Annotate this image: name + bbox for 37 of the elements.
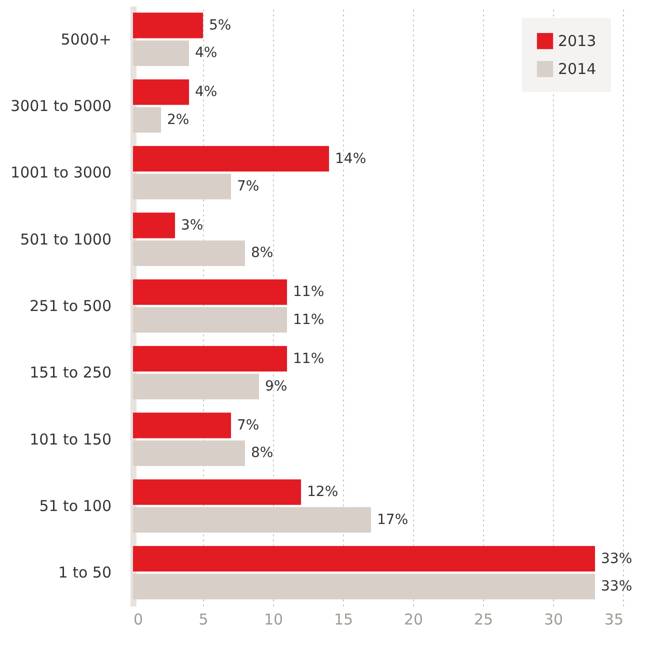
data-label: 14% xyxy=(335,150,366,167)
y-tick-label: 3001 to 5000 xyxy=(10,97,112,115)
legend-label: 2013 xyxy=(558,32,596,50)
legend-label: 2014 xyxy=(558,60,596,78)
y-tick-label: 501 to 1000 xyxy=(20,230,112,248)
y-tick-label: 251 to 500 xyxy=(30,297,112,315)
x-tick-label: 25 xyxy=(474,610,494,628)
data-label: 11% xyxy=(293,284,324,300)
y-tick-label: 1 to 50 xyxy=(58,564,112,582)
y-tick-label: 5000+ xyxy=(60,30,112,48)
x-tick-label: 0 xyxy=(134,610,144,628)
data-label: 5% xyxy=(209,17,232,34)
y-tick-label: 101 to 150 xyxy=(30,430,112,448)
data-label: 17% xyxy=(377,512,408,528)
data-label: 3% xyxy=(181,217,204,234)
data-label: 33% xyxy=(601,550,632,567)
data-label: 8% xyxy=(251,445,274,462)
x-tick-label: 10 xyxy=(264,610,284,628)
x-tick-label: 35 xyxy=(604,610,624,628)
data-label: 11% xyxy=(293,312,324,328)
data-label: 11% xyxy=(293,350,324,367)
data-label: 2% xyxy=(167,112,190,128)
x-tick-label: 5 xyxy=(198,610,208,628)
x-tick-label: 15 xyxy=(334,610,354,628)
data-label: 7% xyxy=(237,178,260,195)
data-label: 12% xyxy=(307,484,338,500)
x-tick-label: 30 xyxy=(544,610,564,628)
y-tick-label: 1001 to 3000 xyxy=(10,164,112,182)
data-label: 4% xyxy=(195,84,218,100)
y-tick-label: 151 to 250 xyxy=(30,364,112,382)
data-label: 4% xyxy=(195,45,218,62)
x-tick-label: 20 xyxy=(404,610,424,628)
data-label: 9% xyxy=(265,378,288,395)
y-tick-label: 51 to 100 xyxy=(39,497,112,515)
data-label: 33% xyxy=(601,578,632,595)
data-label: 7% xyxy=(237,417,260,434)
data-label: 8% xyxy=(251,245,274,262)
